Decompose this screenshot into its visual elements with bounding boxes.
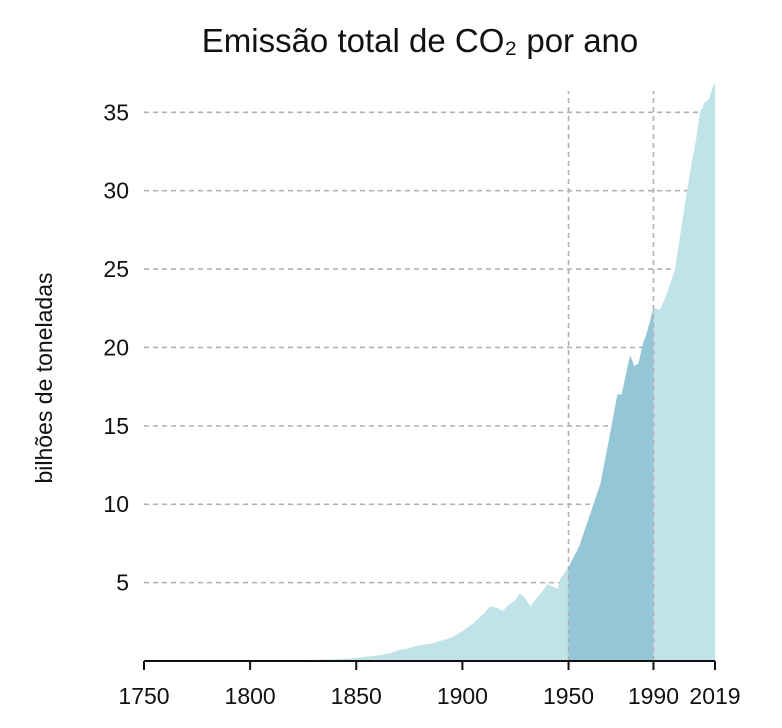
x-tick-label-1950: 1950 xyxy=(543,683,594,709)
chart-title: Emissão total de CO₂ por ano xyxy=(202,22,639,59)
y-tick-labels: 5 10 15 20 25 30 35 xyxy=(103,99,129,595)
emission-area xyxy=(144,82,715,662)
x-tick-labels: 1750 1800 1850 1900 1950 1990 2019 xyxy=(118,683,740,709)
x-axis xyxy=(143,660,716,670)
x-tick-label-1990: 1990 xyxy=(628,683,679,709)
y-tick-label-5: 5 xyxy=(116,570,129,596)
y-tick-label-35: 35 xyxy=(103,99,129,125)
y-axis-label: bilhões de toneladas xyxy=(31,273,57,484)
highlight-lines xyxy=(567,91,655,661)
y-tick-label-15: 15 xyxy=(103,413,129,439)
y-tick-label-30: 30 xyxy=(103,178,129,204)
x-tick-label-2019: 2019 xyxy=(689,683,740,709)
x-tick-label-1800: 1800 xyxy=(225,683,276,709)
y-tick-label-20: 20 xyxy=(103,334,129,360)
x-tick-label-1750: 1750 xyxy=(118,683,169,709)
x-tick-label-1900: 1900 xyxy=(437,683,488,709)
x-tick-label-1850: 1850 xyxy=(331,683,382,709)
y-tick-label-25: 25 xyxy=(103,256,129,282)
area-highlight-1950-1990 xyxy=(568,308,654,661)
area-total-emissions xyxy=(144,82,715,662)
y-tick-label-10: 10 xyxy=(103,491,129,517)
